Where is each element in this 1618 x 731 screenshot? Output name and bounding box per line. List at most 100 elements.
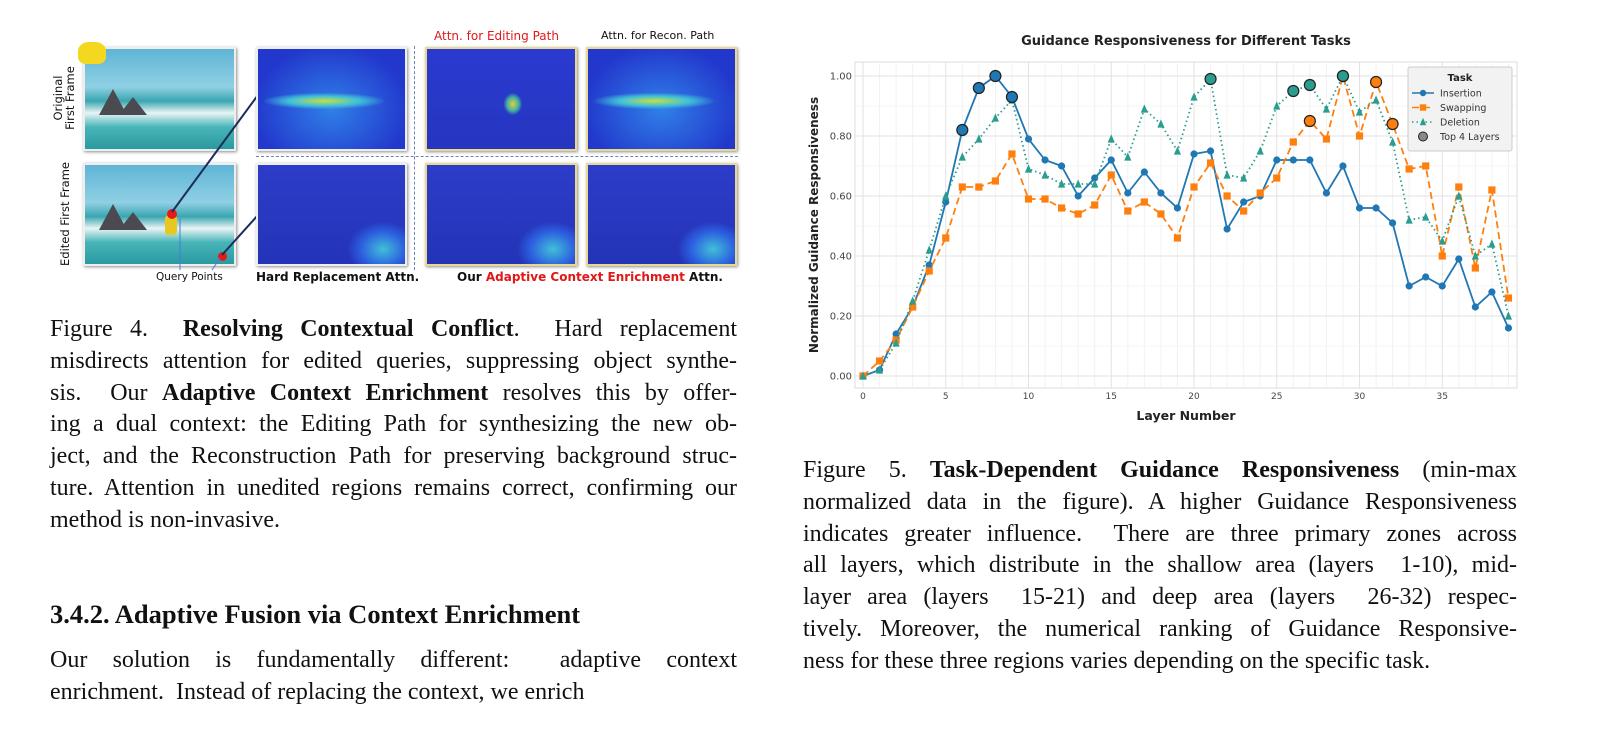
text-line: ing a dual context: the Editing Path for…	[50, 409, 737, 441]
text-segment: layer area (layers 15-21) and deep area …	[803, 584, 1517, 611]
data-point-deletion	[1389, 137, 1397, 146]
data-point-deletion	[942, 191, 950, 200]
text-segment: Figure 4.	[50, 316, 183, 342]
x-axis-label: Layer Number	[1136, 408, 1236, 423]
legend-marker-deletion	[1419, 117, 1427, 126]
text-line: Figure 5. Task-Dependent Guidance Respon…	[803, 455, 1517, 487]
data-point-swapping	[909, 303, 917, 311]
recon-path-attn-edited	[586, 163, 737, 266]
text-segment: ness for these three regions varies depe…	[803, 647, 1431, 674]
data-point-insertion	[1173, 204, 1182, 212]
section-heading: 3.4.2. Adaptive Fusion via Context Enric…	[50, 599, 581, 629]
data-point-insertion	[1488, 288, 1496, 296]
data-point-insertion	[1422, 273, 1430, 281]
figure-5-caption: Figure 5. Task-Dependent Guidance Respon…	[803, 455, 1517, 678]
data-point-insertion	[1389, 219, 1397, 227]
top4-marker-insertion	[1005, 90, 1019, 104]
text-segment: Figure 5.	[803, 457, 930, 483]
text-segment: indicates greater influence. There are t…	[803, 520, 1517, 547]
data-point-swapping	[1008, 150, 1016, 158]
text-segment: enrichment. Instead of replacing the con…	[50, 678, 585, 705]
text-line: Our solution is fundamentally different:…	[50, 645, 737, 677]
text-line: ject, and the Reconstruction Path for pr…	[50, 441, 737, 473]
text-line: misdirects attention for edited queries,…	[50, 346, 737, 378]
pikachu-icon	[78, 42, 106, 64]
text-segment: sis. Our	[50, 379, 162, 406]
data-point-insertion	[1355, 204, 1364, 212]
data-point-deletion	[1322, 104, 1330, 113]
data-point-swapping	[1289, 138, 1297, 146]
label-editing-path: Attn. for Editing Path	[434, 29, 559, 43]
series-line-deletion	[862, 73, 1510, 377]
data-point-deletion	[875, 365, 884, 374]
top4-marker-swapping	[1303, 114, 1316, 128]
text-segment: ing a dual context: the Editing Path for…	[50, 411, 737, 438]
data-point-insertion	[1041, 156, 1049, 164]
data-point-swapping	[1024, 195, 1033, 203]
text-segment: resolves this by offer-	[488, 379, 737, 406]
data-point-insertion	[1223, 225, 1231, 233]
data-point-deletion	[1107, 134, 1115, 143]
data-point-insertion	[1504, 324, 1513, 332]
y-tick-label: 0.40	[830, 252, 852, 263]
legend-label: Insertion	[1440, 89, 1482, 100]
bold-text: Task-Dependent Guidance Responsiveness	[929, 457, 1400, 483]
data-point-swapping	[1504, 294, 1513, 302]
section-body: Our solution is fundamentally different:…	[50, 645, 737, 709]
data-point-swapping	[1173, 234, 1182, 242]
data-point-swapping	[1041, 195, 1049, 203]
data-point-swapping	[1438, 252, 1446, 260]
top4-marker-swapping	[1386, 117, 1399, 131]
text-line: enrichment. Instead of replacing the con…	[50, 677, 737, 709]
data-point-insertion	[1438, 282, 1446, 290]
plot-area	[854, 61, 1518, 389]
data-point-swapping	[975, 183, 983, 191]
data-point-swapping	[1058, 204, 1066, 212]
hard-replacement-attn-edited	[256, 163, 407, 266]
text-segment: tively. Moreover, the numerical ranking …	[803, 615, 1517, 642]
text-segment: (min-max	[1399, 457, 1518, 483]
data-point-deletion	[1091, 179, 1099, 188]
label-ours-prefix: Our	[457, 270, 486, 284]
text-segment: normalized data in the figure). A higher…	[803, 488, 1517, 515]
figure-5-chart: 0.00 0.20 0.40 0.60 0.80 1.00 0 5 10 15 20 25 30 35 Gu…	[807, 34, 1518, 423]
top4-marker-deletion	[1287, 84, 1300, 98]
legend-title: Task	[1448, 73, 1473, 84]
data-point-insertion	[1140, 168, 1148, 176]
data-point-deletion	[1058, 179, 1066, 188]
data-point-deletion	[1422, 212, 1430, 221]
data-point-deletion	[1273, 101, 1281, 110]
data-point-swapping	[1488, 186, 1496, 194]
data-point-swapping	[875, 357, 884, 365]
data-point-insertion	[1124, 189, 1132, 197]
data-point-swapping	[1355, 132, 1364, 140]
text-line: sis. Our Adaptive Context Enrichment res…	[50, 378, 737, 410]
data-point-swapping	[1455, 183, 1463, 191]
data-point-deletion	[1240, 173, 1248, 182]
bold-text: Resolving Contextual Conflict	[182, 316, 514, 342]
data-point-deletion	[1488, 239, 1496, 248]
data-point-insertion	[1471, 303, 1479, 311]
legend-marker-insertion	[1419, 89, 1427, 97]
data-point-swapping	[1471, 264, 1479, 272]
data-point-insertion	[925, 261, 933, 269]
divider	[414, 46, 415, 270]
text-line: normalized data in the figure). A higher…	[803, 487, 1517, 519]
data-point-insertion	[1091, 174, 1099, 182]
chart-title: Guidance Responsiveness for Different Ta…	[1021, 34, 1351, 49]
text-line: ture. Attention in unedited regions rema…	[50, 473, 737, 505]
data-point-deletion	[1223, 170, 1231, 179]
data-point-swapping	[1124, 207, 1132, 215]
x-tick-label: 25	[1271, 392, 1282, 402]
top4-marker-insertion	[989, 69, 1002, 83]
data-point-swapping	[942, 234, 950, 242]
x-tick-label: 20	[1188, 392, 1200, 402]
top4-marker-insertion	[972, 81, 985, 95]
data-point-swapping	[1273, 174, 1281, 182]
label-recon-path: Attn. for Recon. Path	[601, 29, 715, 42]
data-point-deletion	[1355, 107, 1364, 116]
data-point-deletion	[1190, 92, 1198, 101]
text-segment: ture. Attention in unedited regions rema…	[50, 474, 737, 501]
arrows	[171, 94, 259, 271]
top4-marker-insertion	[956, 123, 969, 137]
